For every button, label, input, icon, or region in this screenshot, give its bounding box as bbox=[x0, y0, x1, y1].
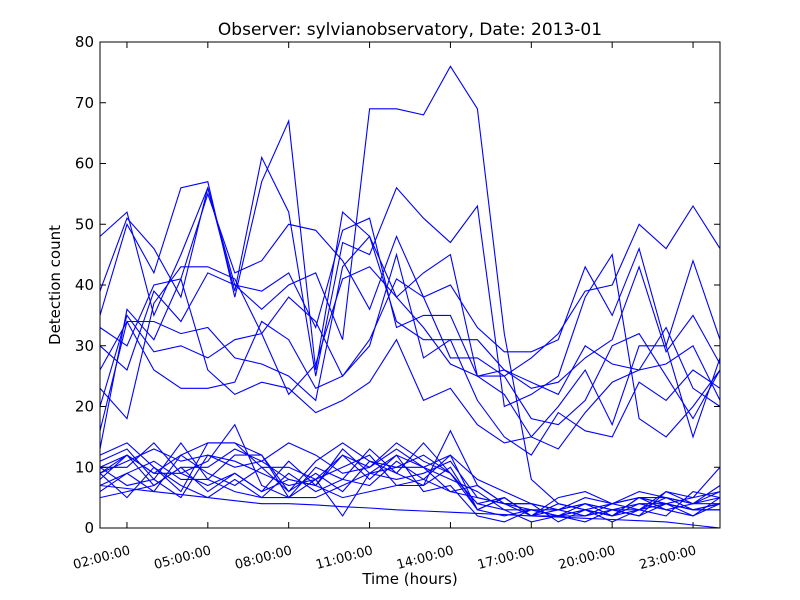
series-line-3 bbox=[99, 118, 721, 377]
series-line-20 bbox=[99, 442, 721, 517]
series-line-2 bbox=[99, 155, 721, 438]
y-tick-label: 60 bbox=[75, 155, 94, 173]
y-tick-label: 40 bbox=[75, 276, 94, 294]
series-line-8 bbox=[99, 266, 721, 439]
y-tick-label: 20 bbox=[75, 398, 94, 416]
x-tick-label: 20:00:00 bbox=[557, 543, 617, 573]
x-tick-label: 14:00:00 bbox=[395, 543, 455, 573]
x-tick-label: 08:00:00 bbox=[233, 543, 293, 573]
series-line-21 bbox=[99, 466, 721, 517]
y-tick-label: 30 bbox=[75, 337, 94, 355]
series-layer bbox=[99, 65, 721, 529]
series-line-19 bbox=[99, 454, 720, 523]
x-tick-label: 05:00:00 bbox=[153, 543, 213, 573]
series-line-7 bbox=[99, 266, 721, 426]
series-line-9 bbox=[99, 252, 721, 456]
plot-frame bbox=[99, 41, 721, 529]
series-line-4 bbox=[99, 192, 721, 353]
series-line-17 bbox=[99, 448, 720, 523]
x-tick-label: 23:00:00 bbox=[638, 543, 698, 573]
x-tick-label: 11:00:00 bbox=[314, 543, 374, 573]
x-tick-label: 02:00:00 bbox=[72, 543, 132, 573]
y-axis-label: Detection count bbox=[46, 225, 64, 345]
axes-layer: 0 10 20 30 40 50 60 70 80 02:00:00 05:00:00 08:00:0… bbox=[72, 33, 720, 573]
y-tick-label: 10 bbox=[75, 458, 94, 476]
y-tick-label: 70 bbox=[75, 94, 94, 112]
series-line-22 bbox=[99, 442, 721, 517]
series-line-6 bbox=[99, 235, 721, 407]
series-line-18 bbox=[99, 454, 721, 517]
series-line-23 bbox=[99, 484, 721, 529]
y-tick-label: 0 bbox=[84, 519, 94, 537]
series-line-16 bbox=[99, 454, 721, 523]
series-line-5 bbox=[99, 217, 721, 389]
y-tick-label: 80 bbox=[75, 33, 94, 51]
series-line-1 bbox=[99, 65, 721, 511]
x-axis-label: Time (hours) bbox=[361, 570, 457, 588]
series-line-10 bbox=[99, 277, 721, 450]
chart-title: Observer: sylvianobservatory, Date: 2013… bbox=[218, 20, 602, 40]
x-tick-label: 17:00:00 bbox=[476, 543, 536, 573]
y-tick-label: 50 bbox=[75, 215, 94, 233]
series-line-15 bbox=[100, 442, 720, 523]
